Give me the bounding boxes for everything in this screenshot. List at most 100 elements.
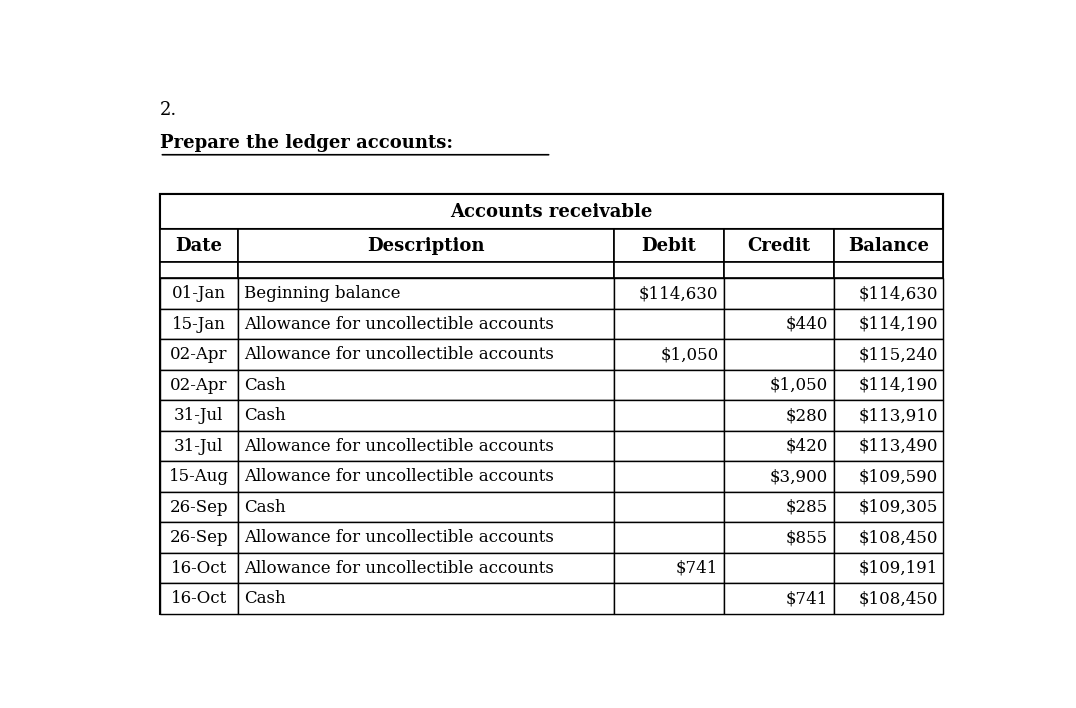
Bar [724, 262, 834, 278]
Text: $114,190: $114,190 [859, 377, 938, 394]
Text: Date: Date [175, 236, 223, 255]
Text: 15-Jan: 15-Jan [172, 316, 226, 333]
Bar [159, 194, 944, 614]
Text: 01-Jan: 01-Jan [172, 285, 226, 302]
Text: 15-Aug: 15-Aug [169, 468, 229, 485]
Bar [159, 370, 238, 401]
Bar [159, 194, 944, 229]
Bar [159, 339, 238, 370]
Text: Allowance for uncollectible accounts: Allowance for uncollectible accounts [244, 468, 554, 485]
Text: Cash: Cash [244, 377, 286, 394]
Bar [724, 370, 834, 401]
Bar [614, 583, 724, 614]
Bar [834, 523, 944, 553]
Text: 02-Apr: 02-Apr [170, 346, 227, 363]
Text: Balance: Balance [848, 236, 929, 255]
Bar [614, 553, 724, 583]
Bar [614, 462, 724, 492]
Bar [834, 492, 944, 523]
Bar [159, 229, 238, 262]
Bar [238, 229, 614, 262]
Text: Allowance for uncollectible accounts: Allowance for uncollectible accounts [244, 559, 554, 576]
Bar [724, 583, 834, 614]
Text: $285: $285 [785, 498, 829, 515]
Bar [724, 401, 834, 431]
Text: $109,305: $109,305 [859, 498, 938, 515]
Text: $420: $420 [785, 438, 829, 455]
Text: Debit: Debit [641, 236, 696, 255]
Bar [238, 309, 614, 339]
Bar [159, 262, 238, 278]
Bar [614, 309, 724, 339]
Text: 16-Oct: 16-Oct [171, 590, 227, 607]
Bar [238, 401, 614, 431]
Bar [159, 431, 238, 462]
Bar [724, 523, 834, 553]
Text: $1,050: $1,050 [770, 377, 829, 394]
Bar [159, 553, 238, 583]
Bar [834, 339, 944, 370]
Text: 26-Sep: 26-Sep [169, 498, 228, 515]
Text: Allowance for uncollectible accounts: Allowance for uncollectible accounts [244, 316, 554, 333]
Text: $440: $440 [785, 316, 829, 333]
Bar [159, 583, 238, 614]
Bar [238, 553, 614, 583]
Text: $109,590: $109,590 [859, 468, 938, 485]
Text: $741: $741 [676, 559, 719, 576]
Bar [159, 309, 238, 339]
Bar [614, 492, 724, 523]
Bar [238, 523, 614, 553]
Bar [724, 462, 834, 492]
Text: 31-Jul: 31-Jul [174, 407, 224, 424]
Text: $855: $855 [787, 529, 829, 546]
Bar [159, 401, 238, 431]
Bar [834, 431, 944, 462]
Text: 31-Jul: 31-Jul [174, 438, 224, 455]
Text: Cash: Cash [244, 498, 286, 515]
Bar [834, 229, 944, 262]
Bar [834, 262, 944, 278]
Bar [724, 229, 834, 262]
Bar [238, 462, 614, 492]
Text: Allowance for uncollectible accounts: Allowance for uncollectible accounts [244, 438, 554, 455]
Bar [159, 278, 238, 309]
Text: $114,630: $114,630 [859, 285, 938, 302]
Bar [724, 553, 834, 583]
Text: Credit: Credit [747, 236, 810, 255]
Text: $741: $741 [785, 590, 829, 607]
Text: $114,630: $114,630 [639, 285, 719, 302]
Text: $3,900: $3,900 [770, 468, 829, 485]
Text: $109,191: $109,191 [859, 559, 938, 576]
Bar [614, 370, 724, 401]
Bar [834, 462, 944, 492]
Bar [834, 309, 944, 339]
Bar [614, 262, 724, 278]
Bar [238, 278, 614, 309]
Text: $108,450: $108,450 [859, 590, 938, 607]
Bar [238, 583, 614, 614]
Text: $115,240: $115,240 [859, 346, 938, 363]
Bar [614, 278, 724, 309]
Text: $113,490: $113,490 [859, 438, 938, 455]
Bar [834, 278, 944, 309]
Bar [159, 523, 238, 553]
Bar [614, 339, 724, 370]
Text: Cash: Cash [244, 407, 286, 424]
Text: Cash: Cash [244, 590, 286, 607]
Text: $280: $280 [785, 407, 829, 424]
Text: 26-Sep: 26-Sep [169, 529, 228, 546]
Bar [834, 370, 944, 401]
Text: Allowance for uncollectible accounts: Allowance for uncollectible accounts [244, 346, 554, 363]
Bar [724, 492, 834, 523]
Text: 2.: 2. [159, 101, 176, 120]
Text: $113,910: $113,910 [859, 407, 938, 424]
Text: Accounts receivable: Accounts receivable [450, 202, 653, 221]
Bar [834, 553, 944, 583]
Bar [238, 492, 614, 523]
Bar [724, 339, 834, 370]
Text: Description: Description [367, 236, 485, 255]
Bar [614, 431, 724, 462]
Bar [238, 262, 614, 278]
Text: Prepare the ledger accounts:: Prepare the ledger accounts: [159, 134, 453, 152]
Text: 16-Oct: 16-Oct [171, 559, 227, 576]
